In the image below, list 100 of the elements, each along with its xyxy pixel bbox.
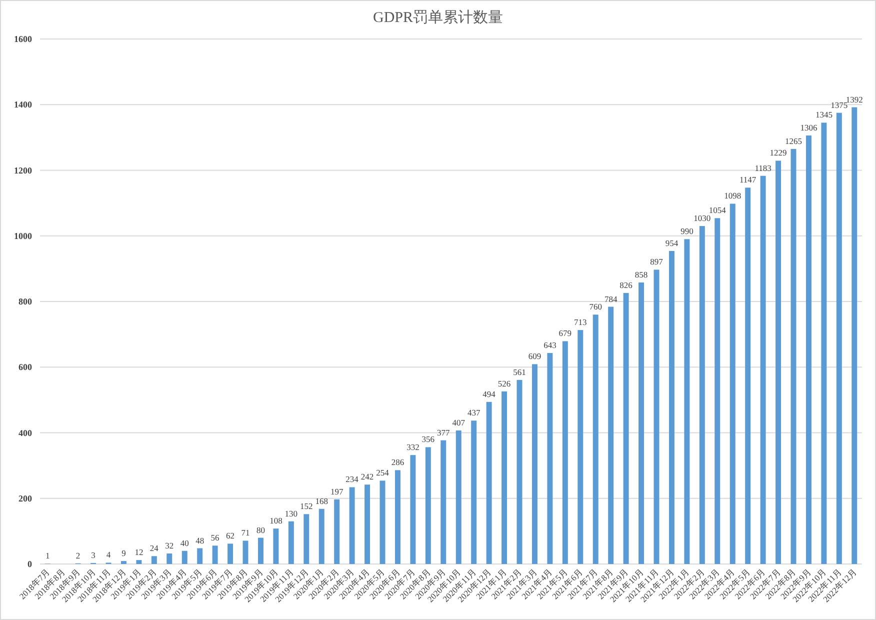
data-label: 609 <box>528 351 542 362</box>
data-label: 1030 <box>694 213 711 224</box>
bar <box>120 561 126 564</box>
data-label: 1098 <box>724 190 742 201</box>
bar <box>836 112 842 564</box>
data-label: 858 <box>634 269 648 280</box>
bar <box>547 353 553 564</box>
bar <box>151 556 157 564</box>
data-label: 407 <box>452 417 465 428</box>
bar <box>516 380 522 564</box>
bar <box>699 226 705 564</box>
data-label: 1183 <box>754 162 772 173</box>
bar <box>166 554 172 564</box>
bar <box>456 430 462 564</box>
bar <box>242 540 248 564</box>
data-label: 1 <box>45 550 50 561</box>
bar <box>425 447 431 564</box>
y-tick-label: 400 <box>18 428 32 438</box>
bar <box>471 420 477 564</box>
bar <box>776 160 782 564</box>
data-label: 286 <box>391 457 404 468</box>
data-label: 24 <box>150 543 160 554</box>
data-label: 80 <box>256 524 265 535</box>
bar <box>821 122 827 564</box>
data-label: 2 <box>76 550 80 560</box>
bar <box>730 204 736 564</box>
data-label: 561 <box>513 366 526 377</box>
bar <box>364 484 370 564</box>
data-label: 168 <box>315 496 328 506</box>
data-label: 130 <box>284 508 298 518</box>
y-tick-label: 1600 <box>14 34 32 44</box>
data-label: 526 <box>498 378 511 388</box>
data-label: 643 <box>544 340 556 350</box>
bar <box>684 239 690 564</box>
data-label: 3 <box>91 550 96 560</box>
bar <box>745 188 751 564</box>
bar <box>562 341 568 564</box>
data-label: 332 <box>406 442 420 452</box>
chart-title: GDPR罚单累计数量 <box>372 9 504 26</box>
data-label: 990 <box>680 226 694 236</box>
data-label: 494 <box>482 388 496 399</box>
bar <box>654 270 660 564</box>
data-label: 679 <box>558 328 572 338</box>
bar <box>349 487 355 564</box>
y-tick-label: 1400 <box>14 100 32 110</box>
data-label: 784 <box>604 294 618 304</box>
data-label: 1345 <box>815 110 832 120</box>
data-label: 234 <box>346 474 360 484</box>
data-label: 108 <box>270 516 282 526</box>
bar <box>623 292 629 564</box>
data-label: 1306 <box>800 122 818 132</box>
bar <box>380 480 386 564</box>
bar <box>334 499 340 564</box>
bar <box>714 218 720 564</box>
data-label: 1375 <box>830 100 848 110</box>
data-label: 1054 <box>708 205 727 216</box>
bar <box>410 455 416 564</box>
data-label: 71 <box>241 528 250 538</box>
data-label: 437 <box>467 408 480 418</box>
data-label: 826 <box>620 280 632 290</box>
y-tick-label: 0 <box>28 559 32 569</box>
data-label: 760 <box>589 302 602 312</box>
data-label: 1147 <box>739 174 756 185</box>
bar <box>852 107 858 564</box>
data-label: 9 <box>122 548 126 558</box>
bar <box>136 560 142 564</box>
data-label: 56 <box>210 532 220 543</box>
data-label: 954 <box>665 238 679 248</box>
data-label: 4 <box>106 550 112 560</box>
y-tick-label: 600 <box>18 362 32 372</box>
bar <box>592 314 598 564</box>
bar <box>532 364 538 564</box>
y-tick-label: 800 <box>18 296 32 306</box>
bar <box>638 282 644 564</box>
data-label: 197 <box>330 486 344 496</box>
y-tick-label: 1000 <box>14 230 32 241</box>
data-label: 254 <box>376 468 390 478</box>
data-label: 1265 <box>785 136 802 146</box>
bar <box>806 135 812 564</box>
bar <box>304 514 310 564</box>
bar <box>258 538 264 564</box>
data-label: 242 <box>360 472 374 482</box>
data-label: 356 <box>422 434 435 444</box>
data-label: 40 <box>180 538 189 548</box>
data-label: 152 <box>300 501 313 512</box>
data-label: 1229 <box>770 148 787 158</box>
bar <box>182 550 188 564</box>
bar <box>486 402 492 564</box>
bar <box>228 544 234 564</box>
bar <box>440 440 446 564</box>
bar <box>668 250 674 564</box>
bar <box>502 391 508 564</box>
bar <box>790 148 796 564</box>
data-label: 897 <box>650 256 663 267</box>
data-label: 12 <box>134 547 144 558</box>
bar <box>197 548 203 564</box>
bar <box>394 470 400 564</box>
data-label: 62 <box>226 530 235 541</box>
data-label: 48 <box>196 535 204 546</box>
data-label: 377 <box>437 427 450 438</box>
